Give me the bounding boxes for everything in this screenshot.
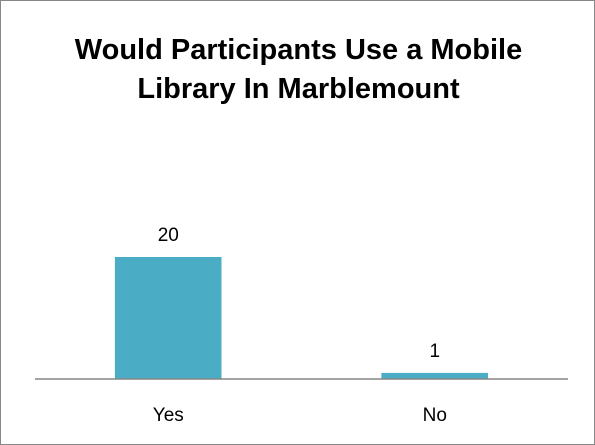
labels-layer: 20 Yes 1 No: [153, 225, 447, 426]
bars-layer: [114, 257, 488, 379]
data-label-yes: 20: [158, 225, 179, 246]
chart-title: Would Participants Use a Mobile Library …: [74, 34, 523, 105]
data-label-no: 1: [430, 341, 441, 362]
bar-no: [381, 372, 488, 379]
x-tick-label-yes: Yes: [153, 405, 184, 426]
bar-yes: [114, 257, 222, 379]
x-tick-label-no: No: [423, 405, 447, 426]
